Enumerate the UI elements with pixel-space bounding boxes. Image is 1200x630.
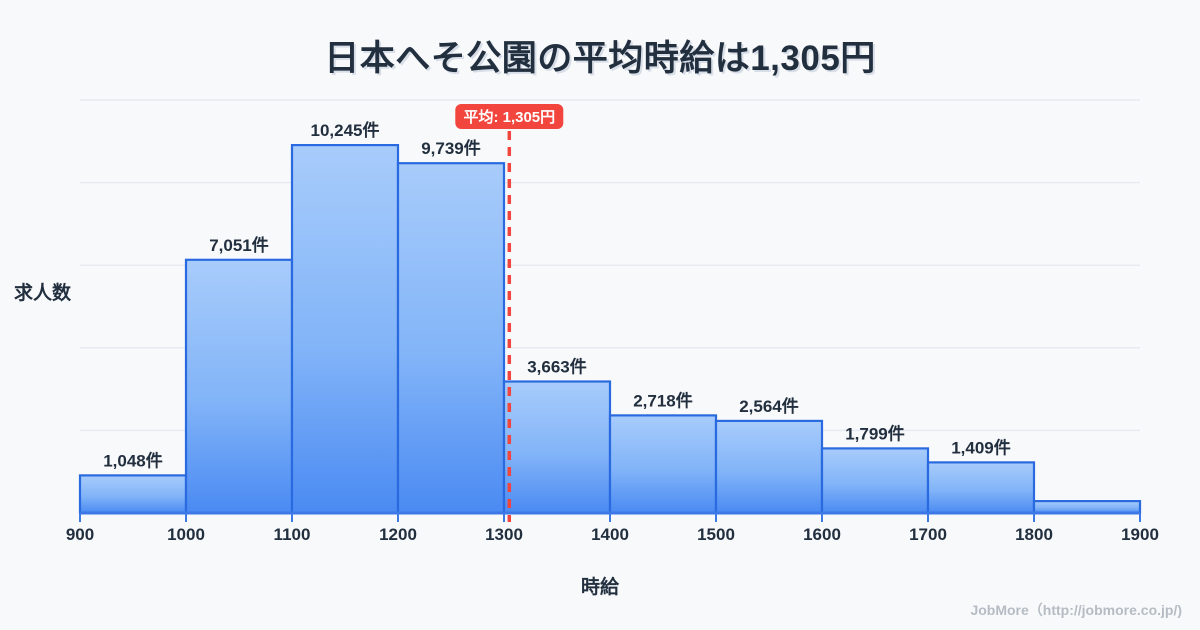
bar-value-label: 1,799件 bbox=[845, 423, 905, 443]
bar-value-label: 7,051件 bbox=[209, 235, 269, 255]
bar bbox=[290, 144, 400, 515]
bar bbox=[608, 414, 718, 515]
bar bbox=[502, 380, 612, 515]
average-badge-label: 平均: 1,305円 bbox=[463, 108, 555, 126]
x-axis-title: 時給 bbox=[580, 577, 619, 598]
bar-value-label: 1,409件 bbox=[951, 437, 1011, 457]
bar bbox=[714, 419, 824, 515]
x-tick-label: 1800 bbox=[1015, 525, 1053, 544]
bar-value-label: 2,564件 bbox=[739, 396, 799, 416]
x-axis-ticks: 900 1000 1100 1200 1300 1400 1500 1600 1700 1800 1… bbox=[66, 513, 1159, 544]
watermark: JobMore（http://jobmore.co.jp/) bbox=[970, 602, 1182, 618]
x-tick-label: 1300 bbox=[485, 525, 523, 544]
page-title: 日本へそ公園の平均時給は1,305円 bbox=[324, 39, 876, 78]
x-tick-label: 1500 bbox=[697, 525, 735, 544]
bar-value-label: 3,663件 bbox=[527, 357, 587, 377]
x-tick-label: 1200 bbox=[379, 525, 417, 544]
bar-value-label: 1,048件 bbox=[103, 450, 163, 470]
bars-group bbox=[78, 144, 1142, 515]
bar-value-label: 2,718件 bbox=[633, 390, 693, 410]
bar bbox=[926, 461, 1036, 515]
x-tick-label: 1000 bbox=[167, 525, 205, 544]
y-axis-title: 求人数 bbox=[14, 283, 72, 304]
x-tick-label: 900 bbox=[66, 525, 94, 544]
bar bbox=[184, 258, 294, 515]
average-badge: 平均: 1,305円 bbox=[455, 104, 564, 129]
bar-value-labels: 1,048件 7,051件 10,245件 9,739件 3,663件 2,718件 2,5… bbox=[103, 120, 1011, 470]
bar bbox=[78, 474, 188, 515]
x-tick-label: 1400 bbox=[591, 525, 629, 544]
bar-value-label: 9,739件 bbox=[421, 138, 481, 158]
x-tick-label: 1100 bbox=[274, 525, 311, 544]
bar-value-label: 10,245件 bbox=[311, 120, 380, 140]
x-tick-label: 1900 bbox=[1121, 525, 1159, 544]
bar bbox=[1032, 500, 1142, 515]
bar bbox=[396, 162, 506, 515]
average-line-group: 平均: 1,305円 bbox=[455, 104, 564, 522]
x-tick-label: 1700 bbox=[909, 525, 947, 544]
bar bbox=[820, 447, 930, 515]
x-tick-label: 1600 bbox=[803, 525, 841, 544]
